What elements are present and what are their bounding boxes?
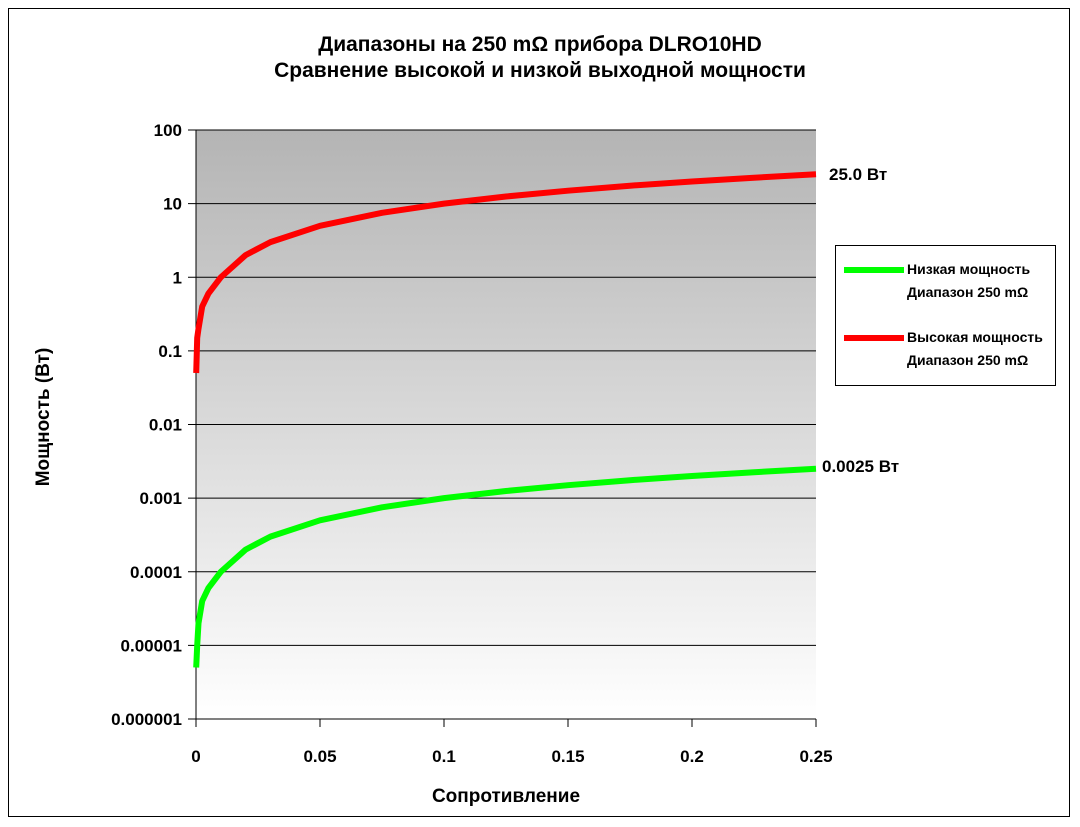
x-tick-label: 0.1 bbox=[432, 747, 456, 766]
legend-item-low: Низкая мощность Диапазон 250 mΩ bbox=[844, 258, 1054, 308]
x-tick-label: 0.05 bbox=[303, 747, 336, 766]
legend-swatch-high bbox=[844, 335, 904, 341]
y-tick-label: 0.001 bbox=[139, 489, 182, 508]
low-end-value: 0.0025 bbox=[822, 457, 874, 476]
x-tick-label: 0.15 bbox=[551, 747, 584, 766]
chart-title-line-2: Сравнение высокой и низкой выходной мощн… bbox=[274, 59, 806, 82]
high-end-unit: Вт bbox=[866, 165, 888, 184]
legend-item-high: Высокая мощность Диапазон 250 mΩ bbox=[844, 326, 1054, 376]
legend: Низкая мощность Диапазон 250 mΩ Высокая … bbox=[835, 245, 1056, 386]
y-tick-label: 0.01 bbox=[149, 416, 182, 435]
y-tick-label: 1 bbox=[173, 268, 182, 287]
legend-low-line1: Низкая мощность bbox=[907, 261, 1031, 277]
legend-high-line2: Диапазон 250 mΩ bbox=[907, 352, 1029, 368]
legend-low-line2: Диапазон 250 mΩ bbox=[907, 284, 1029, 300]
x-axis-label: Сопротивление bbox=[431, 786, 581, 807]
high-end-value: 25.0 bbox=[829, 165, 863, 184]
low-end-label: 0.0025 Вт bbox=[822, 457, 899, 477]
chart-title-line-1: Диапазоны на 250 mΩ прибора DLRO10HD bbox=[318, 33, 762, 56]
x-tick-label: 0 bbox=[191, 747, 200, 766]
y-axis-label: Мощность (Вт) bbox=[33, 347, 54, 487]
y-tick-label: 0.0001 bbox=[130, 563, 182, 582]
y-tick-label: 0.1 bbox=[158, 342, 182, 361]
y-tick-label: 0.00001 bbox=[121, 636, 182, 655]
y-tick-label: 100 bbox=[154, 121, 182, 140]
series-line-high-power bbox=[193, 171, 817, 374]
series-line-low-power bbox=[193, 465, 817, 668]
legend-swatch-low bbox=[844, 267, 904, 273]
y-tick-label: 0.000001 bbox=[111, 710, 182, 729]
x-tick-label: 0.25 bbox=[799, 747, 832, 766]
x-tick-label: 0.2 bbox=[680, 747, 704, 766]
y-tick-label: 10 bbox=[163, 195, 182, 214]
low-end-unit: Вт bbox=[878, 457, 900, 476]
legend-high-line1: Высокая мощность bbox=[907, 329, 1043, 345]
high-end-label: 25.0 Вт bbox=[829, 165, 887, 185]
